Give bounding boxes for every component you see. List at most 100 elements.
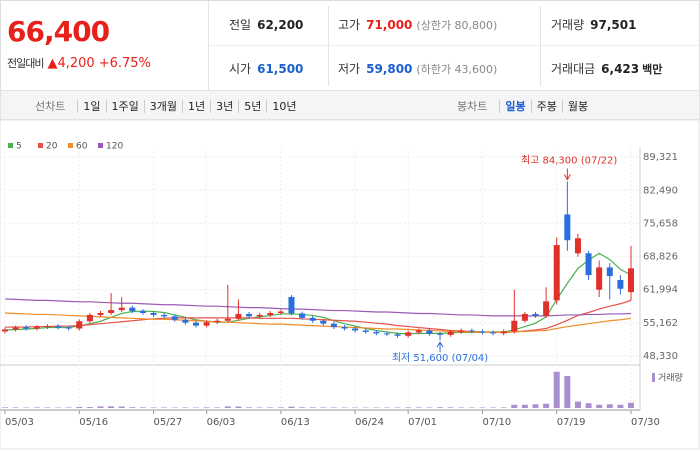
quote-header: 66,400 전일대비 ▲4,200 +6.75% 전일 62,200 고가 71,000… bbox=[0, 0, 700, 91]
volume-bar bbox=[33, 407, 40, 408]
volume-bar bbox=[415, 407, 422, 408]
volume-bar bbox=[65, 407, 72, 408]
info-cell: 시가 61,500 bbox=[229, 60, 303, 77]
candle-body bbox=[617, 279, 624, 289]
candle-body bbox=[171, 316, 178, 320]
volume-bar bbox=[405, 407, 412, 408]
period-button[interactable]: 1년 bbox=[182, 100, 211, 113]
volume-bar bbox=[320, 407, 327, 408]
change-rate: +6.75% bbox=[98, 56, 151, 71]
candle-body bbox=[235, 313, 242, 319]
legend-label: 120 bbox=[106, 142, 123, 152]
candle-body bbox=[161, 314, 168, 317]
y-tick-label: 89,321 bbox=[643, 152, 678, 163]
x-tick-label: 05/16 bbox=[79, 417, 108, 428]
candle-body bbox=[192, 322, 199, 326]
candle-body bbox=[33, 327, 40, 329]
candle-body bbox=[76, 321, 83, 329]
y-tick-label: 68,826 bbox=[643, 252, 678, 263]
candle-body bbox=[299, 313, 306, 318]
candle-body bbox=[182, 319, 189, 323]
candle-body bbox=[468, 330, 475, 332]
chart-bg bbox=[0, 119, 700, 450]
info-cell: 저가 59,800 (하한가 43,600) bbox=[338, 60, 497, 77]
candle-body bbox=[479, 331, 486, 333]
period-button[interactable]: 1일 bbox=[77, 100, 106, 113]
candle-body bbox=[108, 310, 115, 313]
candle-body bbox=[394, 334, 401, 336]
volume-bar bbox=[532, 404, 539, 408]
candle-body bbox=[352, 328, 359, 331]
info-value: 71,000 bbox=[366, 18, 413, 32]
volume-bar bbox=[437, 407, 444, 408]
legend-label: 20 bbox=[46, 142, 58, 152]
candle-body bbox=[426, 330, 433, 334]
legend-label: 60 bbox=[76, 142, 88, 152]
arrow-head bbox=[436, 341, 444, 348]
change: 전일대비 ▲4,200 +6.75% bbox=[7, 55, 155, 71]
info-label: 저가 bbox=[338, 62, 361, 76]
candle-period-button[interactable]: 주봉 bbox=[530, 100, 562, 113]
info-label: 거래량 bbox=[551, 18, 585, 32]
candle-body bbox=[405, 332, 412, 336]
line-chart-label[interactable]: 선차트 bbox=[35, 100, 66, 113]
x-tick-label: 05/27 bbox=[154, 417, 183, 428]
candle-body bbox=[330, 323, 337, 328]
volume-bar bbox=[129, 407, 136, 408]
volume-bar bbox=[309, 407, 316, 408]
volume-bar bbox=[617, 404, 624, 408]
volume-bar bbox=[150, 407, 157, 408]
volume-bar bbox=[161, 407, 168, 408]
x-tick-label: 07/19 bbox=[557, 417, 586, 428]
volume-bar bbox=[447, 407, 454, 408]
volume-bar bbox=[553, 371, 560, 408]
period-button[interactable]: 3년 bbox=[210, 100, 239, 113]
toolbar: 선차트 1일 1주일 3개월 1년 3년 5년 10년 봉차트 일봉 주봉 월봉 bbox=[0, 90, 700, 120]
high-annotation: 최고 84,300 (07/22) bbox=[521, 154, 617, 166]
volume-bar bbox=[479, 407, 486, 408]
period-button[interactable]: 1주일 bbox=[105, 100, 144, 113]
candle-period-button[interactable]: 일봉 bbox=[499, 100, 531, 113]
volume-bar bbox=[267, 407, 274, 408]
y-tick-label: 75,658 bbox=[643, 218, 678, 229]
candle-body bbox=[596, 267, 603, 290]
volume-bar bbox=[606, 404, 613, 408]
volume-bar bbox=[2, 407, 8, 408]
candle-body bbox=[490, 332, 497, 334]
candle-body bbox=[309, 317, 316, 321]
candle-body bbox=[437, 333, 444, 335]
volume-bar bbox=[76, 406, 83, 408]
volume-bar bbox=[203, 407, 210, 408]
info-label: 거래대금 bbox=[551, 62, 596, 76]
candle-body bbox=[277, 311, 284, 313]
info-cell: 거래대금 6,423 백만 bbox=[551, 60, 662, 77]
volume-bar bbox=[543, 403, 550, 408]
candle-body bbox=[139, 311, 146, 313]
candle-chart-label[interactable]: 봉차트 bbox=[457, 100, 488, 113]
period-button[interactable]: 10년 bbox=[266, 100, 302, 113]
candle-body bbox=[458, 330, 465, 332]
volume-bar bbox=[288, 406, 295, 408]
candle-body bbox=[86, 314, 93, 322]
change-label: 전일대비 bbox=[7, 57, 44, 70]
x-tick-label: 07/10 bbox=[482, 417, 511, 428]
info-value: 62,200 bbox=[257, 18, 304, 32]
volume-bar bbox=[596, 404, 603, 408]
volume-bar bbox=[12, 407, 19, 408]
volume-bar bbox=[97, 406, 104, 408]
info-label: 시가 bbox=[229, 62, 252, 76]
period-button[interactable]: 3개월 bbox=[143, 100, 182, 113]
info-cell: 전일 62,200 bbox=[229, 16, 303, 33]
candle-body bbox=[500, 331, 507, 334]
separator bbox=[208, 1, 209, 90]
x-tick-label: 07/30 bbox=[631, 417, 660, 428]
info-value: 61,500 bbox=[257, 62, 304, 76]
volume-bar bbox=[118, 406, 125, 408]
period-button[interactable]: 5년 bbox=[238, 100, 267, 113]
candle-period-button[interactable]: 월봉 bbox=[561, 100, 594, 113]
volume-bar bbox=[585, 403, 592, 408]
moving-average-line bbox=[4, 252, 632, 335]
legend-swatch bbox=[38, 143, 43, 148]
candle-body bbox=[521, 313, 528, 321]
